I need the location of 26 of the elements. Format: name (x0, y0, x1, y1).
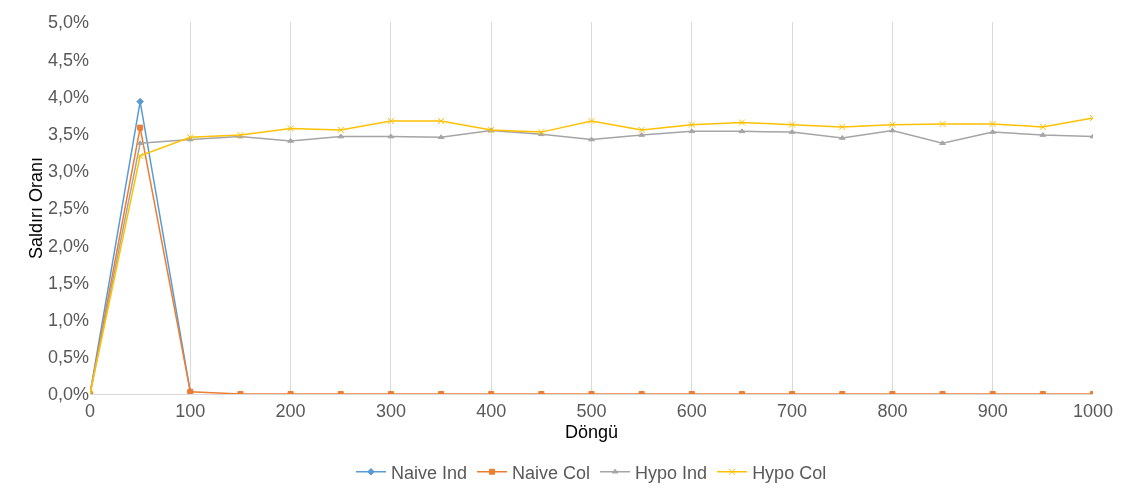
y-tick-label: 1,5% (47, 272, 89, 293)
y-tick-label: 1,0% (47, 309, 89, 330)
y-tick-label: 0,5% (47, 347, 89, 368)
y-tick-label: 3,5% (47, 123, 89, 144)
x-tick-label: 600 (676, 400, 707, 421)
x-tick-label: 300 (375, 400, 406, 421)
x-tick-label: 700 (777, 400, 808, 421)
legend-label: Hypo Col (752, 462, 827, 483)
y-axis-title: Saldırı Oranı (25, 156, 46, 260)
legend-label: Naive Col (512, 462, 591, 483)
x-tick-label: 400 (476, 400, 507, 421)
x-tick-label: 100 (175, 400, 206, 421)
y-tick-label: 3,0% (47, 161, 89, 182)
x-axis-title: Döngü (564, 421, 619, 442)
x-tick-label: 200 (275, 400, 306, 421)
y-tick-label: 2,5% (47, 198, 89, 219)
legend-label: Hypo Ind (635, 462, 708, 483)
y-tick-label: 4,5% (47, 49, 89, 70)
y-tick-label: 4,0% (47, 86, 89, 107)
x-tick-label: 900 (977, 400, 1008, 421)
x-tick-label: 800 (877, 400, 908, 421)
x-tick-label: 1000 (1072, 400, 1114, 421)
y-tick-label: 2,0% (47, 235, 89, 256)
y-tick-label: 5,0% (47, 12, 89, 33)
x-tick-label: 500 (576, 400, 607, 421)
legend-label: Naive Ind (391, 462, 468, 483)
